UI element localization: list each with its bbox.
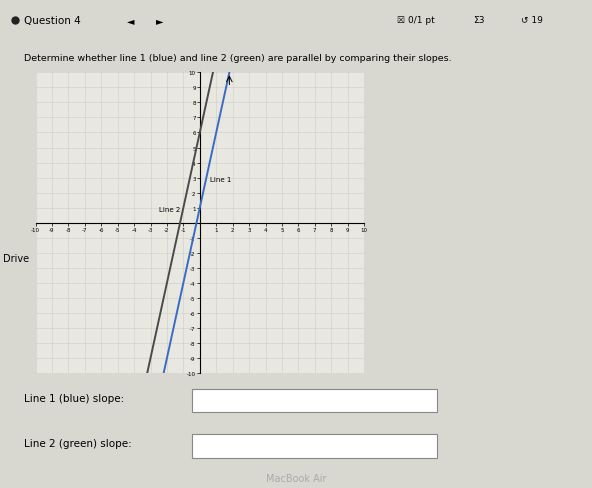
Text: Line 2: Line 2 [159,206,180,212]
FancyBboxPatch shape [192,434,437,458]
Text: ◄: ◄ [127,16,134,26]
Text: Drive: Drive [3,254,30,264]
Text: MacBook Air: MacBook Air [266,473,326,483]
Text: Determine whether line 1 (blue) and line 2 (green) are parallel by comparing the: Determine whether line 1 (blue) and line… [24,54,451,63]
Text: Question 4: Question 4 [24,16,81,26]
Text: ↺ 19: ↺ 19 [521,16,543,25]
Text: ►: ► [156,16,163,26]
Text: Line 2 (green) slope:: Line 2 (green) slope: [24,438,131,448]
Text: Line 1: Line 1 [210,176,231,182]
FancyBboxPatch shape [192,389,437,412]
Text: Σ3: Σ3 [474,16,485,25]
Text: ☒ 0/1 pt: ☒ 0/1 pt [397,16,435,25]
Text: Line 1 (blue) slope:: Line 1 (blue) slope: [24,393,124,403]
